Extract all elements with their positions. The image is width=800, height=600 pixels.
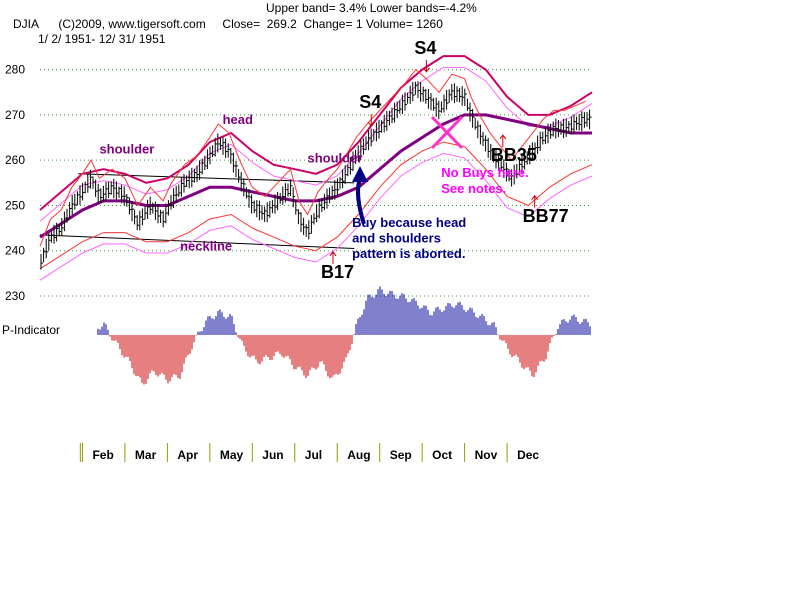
- header-info: DJIA (C)2009, www.tigersoft.com Close= 2…: [13, 17, 443, 31]
- buy-arrow: [329, 251, 337, 264]
- upper-trendline: [78, 173, 355, 184]
- y-tick-270: 270: [5, 108, 25, 122]
- annotation: See notes.: [441, 181, 506, 196]
- lower-band: [39, 141, 593, 270]
- month-label: Mar: [135, 448, 157, 462]
- month-label: Oct: [432, 448, 452, 462]
- y-tick-230: 230: [5, 289, 25, 303]
- month-label: Jun: [262, 448, 283, 462]
- price-envelope-upper: [39, 68, 586, 247]
- buy-arrow: [531, 194, 539, 208]
- annotations: shoulder head shoulder neckline No Buys here…: [99, 112, 528, 261]
- x-axis-months: Feb Mar Apr May Jun Jul Aug Sep Oct Nov Dec: [79, 443, 539, 462]
- annotation: shoulder: [99, 141, 154, 156]
- month-label: Sep: [390, 448, 412, 462]
- y-tick-240: 240: [5, 244, 25, 258]
- trendlines: [39, 173, 355, 249]
- annotation: No Buys here.: [441, 165, 528, 180]
- signal-label: S4: [414, 38, 436, 58]
- p-indicator-label: P-Indicator: [2, 323, 60, 337]
- annotation: shoulder: [308, 150, 363, 165]
- month-label: Feb: [92, 448, 113, 462]
- month-label: Apr: [177, 448, 198, 462]
- buy-arrow-head: [352, 166, 368, 182]
- cross-out-mark: [430, 115, 464, 150]
- price-bars: [40, 81, 592, 270]
- header-date-range: 1/ 2/ 1951- 12/ 31/ 1951: [38, 32, 166, 46]
- buy-arrow: [499, 134, 507, 148]
- p-indicator: [97, 286, 591, 385]
- annotation: Buy because head: [352, 215, 466, 230]
- y-tick-280: 280: [5, 63, 25, 77]
- signal-label: BB35: [491, 145, 537, 165]
- month-label: Jul: [305, 448, 322, 462]
- header-bands: Upper band= 3.4% Lower bands=-4.2%: [266, 1, 477, 15]
- y-axis-ticks: 230 240 250 260 270 280: [5, 63, 25, 303]
- annotation: and shoulders: [352, 231, 441, 246]
- month-label: Aug: [347, 448, 370, 462]
- signals: S4 S4 B17 BB35 BB77: [321, 38, 569, 282]
- month-label: Dec: [517, 448, 539, 462]
- signal-label: B17: [321, 262, 354, 282]
- annotation: head: [223, 112, 253, 127]
- y-tick-260: 260: [5, 153, 25, 167]
- y-tick-250: 250: [5, 198, 25, 212]
- sell-arrow: [423, 59, 430, 73]
- month-label: May: [220, 448, 244, 462]
- upper-band: [39, 55, 593, 211]
- annotation: pattern is aborted.: [352, 246, 465, 261]
- month-label: Nov: [475, 448, 498, 462]
- upper-envelope-inner: [39, 66, 593, 222]
- signal-label: BB77: [523, 206, 569, 226]
- sell-arrow: [367, 114, 375, 127]
- annotation: neckline: [180, 239, 232, 254]
- lower-envelope-outer: [39, 152, 593, 281]
- signal-label: S4: [359, 92, 381, 112]
